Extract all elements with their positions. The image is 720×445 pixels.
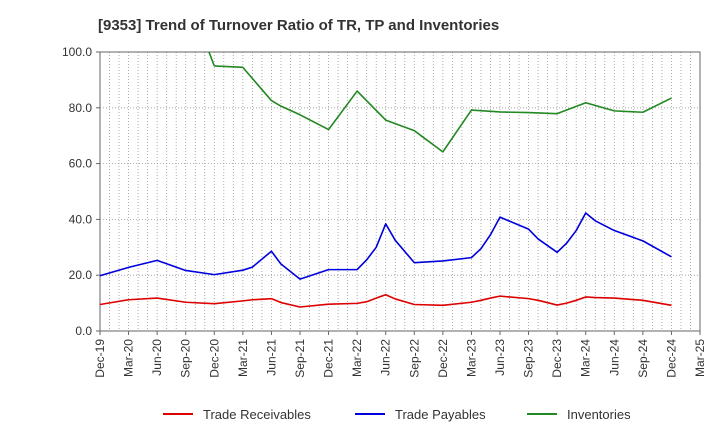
x-tick-label: Mar-24 <box>579 339 593 377</box>
series-line-trade-payables <box>100 212 672 280</box>
legend-label: Inventories <box>567 407 631 422</box>
y-tick-label: 100.0 <box>62 45 92 59</box>
x-tick-label: Mar-23 <box>464 339 478 377</box>
y-tick-label: 20.0 <box>69 268 93 282</box>
x-tick-label: Sep-23 <box>522 339 536 378</box>
y-tick-label: 40.0 <box>69 212 93 226</box>
x-tick-label: Jun-24 <box>607 339 621 376</box>
series-lines <box>100 52 672 308</box>
x-tick-label: Dec-19 <box>93 339 107 378</box>
y-tick-label: 80.0 <box>69 101 93 115</box>
x-tick-label: Jun-22 <box>379 339 393 376</box>
series-line-trade-receivables <box>100 293 672 308</box>
x-tick-label: Sep-20 <box>179 339 193 378</box>
x-tick-label: Jun-20 <box>150 339 164 376</box>
x-tick-label: Dec-22 <box>436 339 450 378</box>
series-line-inventories <box>214 65 672 153</box>
axes: 0.0 20.0 40.0 60.0 80.0 100.0 Dec-19 Mar-20 Jun-… <box>62 45 707 378</box>
x-tick-label: Dec-20 <box>207 339 221 378</box>
series-line-inventories-overflow <box>208 52 216 67</box>
x-tick-label: Sep-21 <box>293 339 307 378</box>
x-tick-label: Mar-22 <box>350 339 364 377</box>
grid-lines <box>99 51 701 332</box>
y-tick-label: 0.0 <box>75 324 92 338</box>
x-tick-label: Mar-20 <box>122 339 136 377</box>
y-tick-label: 60.0 <box>69 157 93 171</box>
x-tick-label: Jun-21 <box>264 339 278 376</box>
chart-title: [9353] Trend of Turnover Ratio of TR, TP… <box>98 17 499 34</box>
x-tick-label: Sep-22 <box>407 339 421 378</box>
x-tick-label: Dec-23 <box>550 339 564 378</box>
x-tick-label: Mar-21 <box>236 339 250 377</box>
x-tick-label: Jun-23 <box>493 339 507 376</box>
legend: Trade Receivables Trade Payables Inventori… <box>163 407 631 422</box>
legend-label: Trade Receivables <box>203 407 311 422</box>
x-tick-label: Dec-24 <box>664 339 678 378</box>
x-tick-label: Sep-24 <box>636 339 650 378</box>
legend-label: Trade Payables <box>395 407 486 422</box>
x-tick-label: Mar-25 <box>693 339 707 377</box>
plot-frame <box>99 51 701 332</box>
x-tick-label: Dec-21 <box>322 339 336 378</box>
